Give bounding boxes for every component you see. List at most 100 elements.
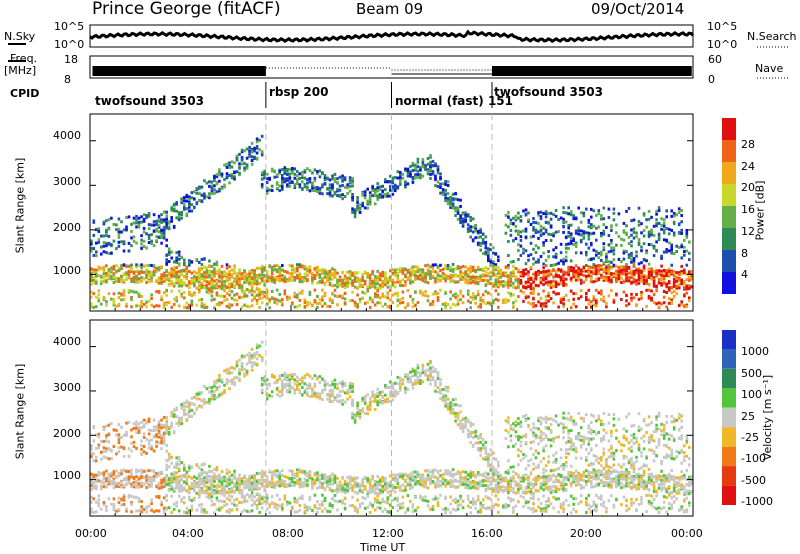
cell [288,276,292,280]
cell [404,169,407,173]
cell [165,293,168,297]
cpid-segment-label-2: rbsp 200 [269,85,329,99]
cell [419,289,422,293]
cell [386,180,390,184]
cell [509,273,513,277]
cell [210,190,214,194]
cell [243,274,246,278]
cell [373,275,377,279]
cell [378,187,382,191]
cell [451,203,455,207]
cell [167,482,171,486]
cell [660,256,663,260]
cell [484,235,488,239]
cell [180,487,183,490]
cell [240,162,244,166]
cell [150,447,153,451]
cell [667,286,671,290]
cell [208,487,211,490]
cell [200,258,204,261]
cell [120,472,123,476]
cell [590,280,593,284]
cell [180,281,183,285]
cell [404,283,407,287]
cell [240,305,244,309]
cell [117,423,121,426]
cell [331,298,334,302]
cell [444,264,447,268]
cell [115,475,118,478]
cell [225,297,229,301]
cell [341,278,344,282]
cell [90,452,93,456]
cell [90,275,93,279]
cell [311,304,314,308]
cell [205,492,209,495]
cell [341,294,344,298]
cell [188,475,191,479]
cell [125,228,128,232]
cell [275,187,279,191]
cell [461,272,465,276]
cell [630,274,633,277]
cell [213,397,216,401]
cell [172,284,176,288]
cell [208,289,211,293]
cell [175,256,178,260]
cell [353,277,357,281]
cell [120,298,123,302]
cell [650,268,653,272]
cell [567,247,570,250]
cell [615,275,618,279]
cell [376,278,379,282]
cell [557,292,560,296]
cell [534,244,538,248]
cell [240,276,244,280]
cell [685,233,689,237]
cell [318,186,322,190]
cell [409,280,412,284]
cell [532,228,535,232]
cell [296,266,299,270]
cell [429,168,432,172]
cell [524,272,528,276]
cell [655,222,658,226]
cell [401,176,405,180]
cell [597,268,601,272]
cell [157,429,161,433]
cell [356,278,359,282]
cell [514,229,518,233]
cell [102,272,106,276]
cell [449,204,452,208]
cell [170,282,173,286]
cell [208,397,211,401]
cell [150,445,153,448]
cell [527,285,530,289]
cell [595,301,598,305]
cell [587,274,591,278]
cell [200,463,204,467]
cell [185,271,189,275]
cell [434,277,437,281]
cell [331,301,334,305]
cell [180,477,183,481]
cell [461,219,465,223]
cell [572,302,575,306]
cell [132,483,136,487]
cell [102,455,106,459]
cell [683,245,686,249]
cell [190,506,194,509]
cell [193,293,196,297]
cell [117,474,121,478]
cell [150,303,153,307]
cell [167,220,171,224]
cell [208,399,211,403]
cell [245,280,249,284]
cell [122,484,126,488]
cell [507,215,510,219]
cell [610,289,613,293]
cell [602,295,606,299]
cell [130,289,133,293]
cell [499,275,503,279]
cell [426,172,430,176]
